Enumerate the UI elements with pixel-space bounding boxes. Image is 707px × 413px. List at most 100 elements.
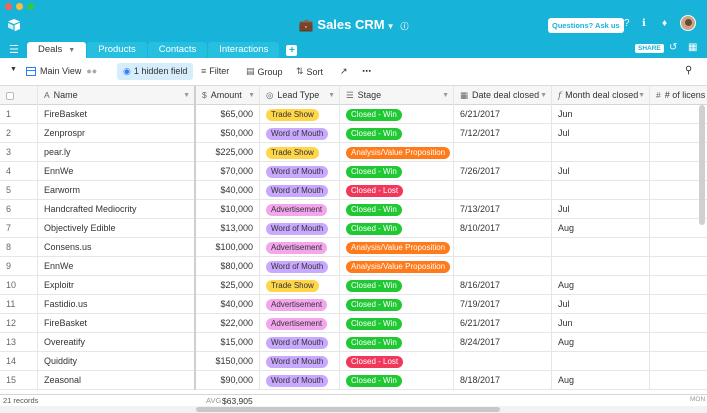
date-closed-cell[interactable]: 7/12/2017 <box>454 124 552 143</box>
stage-cell[interactable]: Closed - Win <box>340 219 454 238</box>
date-closed-cell[interactable]: 6/21/2017 <box>454 314 552 333</box>
sort-button[interactable]: ⇅ Sort <box>296 66 323 77</box>
summary-function[interactable]: AVG <box>206 396 222 405</box>
stage-cell[interactable]: Analysis/Value Proposition <box>340 257 454 276</box>
name-cell[interactable]: pear.ly <box>38 143 196 162</box>
table-row[interactable]: 14 Quiddity $150,000 Word of Mouth Closed - … <box>0 352 707 371</box>
vertical-scrollbar[interactable] <box>699 105 705 225</box>
table-row[interactable]: 15 Zeasonal $90,000 Word of Mouth Closed - W… <box>0 371 707 390</box>
lead-type-cell[interactable]: Word of Mouth <box>260 371 340 390</box>
stage-cell[interactable]: Closed - Win <box>340 333 454 352</box>
zoom-window-button[interactable] <box>27 3 34 10</box>
amount-cell[interactable]: $70,000 <box>196 162 260 181</box>
select-all-cell[interactable] <box>0 86 38 105</box>
lead-type-cell[interactable]: Trade Show <box>260 105 340 124</box>
tab-contacts[interactable]: Contacts <box>147 42 208 58</box>
select-all-checkbox[interactable] <box>6 91 14 100</box>
group-button[interactable]: ▤ Group <box>246 66 283 77</box>
table-row[interactable]: 7 Objectively Edible $13,000 Word of Mouth C… <box>0 219 707 238</box>
lead-type-cell[interactable]: Advertisement <box>260 295 340 314</box>
help-button[interactable]: Questions? Ask us <box>548 18 624 33</box>
lead-type-cell[interactable]: Advertisement <box>260 238 340 257</box>
amount-cell[interactable]: $225,000 <box>196 143 260 162</box>
date-closed-cell[interactable]: 8/16/2017 <box>454 276 552 295</box>
stage-cell[interactable]: Closed - Win <box>340 295 454 314</box>
help-icon[interactable]: ? <box>624 18 630 29</box>
scrollbar-thumb[interactable] <box>196 407 500 412</box>
amount-cell[interactable]: $65,000 <box>196 105 260 124</box>
lead-type-cell[interactable]: Advertisement <box>260 200 340 219</box>
licenses-cell[interactable] <box>650 333 707 352</box>
column-header-name[interactable]: A Name ▼ <box>38 86 196 105</box>
lead-type-cell[interactable]: Advertisement <box>260 314 340 333</box>
name-cell[interactable]: Overeatify <box>38 333 196 352</box>
date-closed-cell[interactable] <box>454 143 552 162</box>
chevron-down-icon[interactable]: ▼ <box>183 92 190 99</box>
stage-cell[interactable]: Closed - Win <box>340 105 454 124</box>
name-cell[interactable]: Exploitr <box>38 276 196 295</box>
column-header-date-closed[interactable]: ▦ Date deal closed ▼ <box>454 86 552 105</box>
name-cell[interactable]: Consens.us <box>38 238 196 257</box>
lead-type-cell[interactable]: Word of Mouth <box>260 257 340 276</box>
column-header-month-closed[interactable]: f Month deal closed ▼ <box>552 86 650 105</box>
name-cell[interactable]: Handcrafted Mediocrity <box>38 200 196 219</box>
share-button[interactable]: SHARE <box>635 44 664 53</box>
name-cell[interactable]: Zeasonal <box>38 371 196 390</box>
table-row[interactable]: 10 Exploitr $25,000 Trade Show Closed - Win 8… <box>0 276 707 295</box>
date-closed-cell[interactable]: 7/13/2017 <box>454 200 552 219</box>
table-row[interactable]: 9 EnnWe $80,000 Word of Mouth Analysis/Value… <box>0 257 707 276</box>
column-header-licenses[interactable]: # # of licens <box>650 86 707 105</box>
lead-type-cell[interactable]: Word of Mouth <box>260 181 340 200</box>
licenses-cell[interactable] <box>650 238 707 257</box>
tab-deals[interactable]: Deals ▼ <box>27 42 87 58</box>
table-row[interactable]: 5 Earworm $40,000 Word of Mouth Closed - Los… <box>0 181 707 200</box>
licenses-cell[interactable] <box>650 314 707 333</box>
info-icon[interactable]: ⓘ <box>400 22 409 31</box>
date-closed-cell[interactable]: 8/18/2017 <box>454 371 552 390</box>
lead-type-cell[interactable]: Word of Mouth <box>260 352 340 371</box>
share-view-icon[interactable]: ↗ <box>340 66 348 76</box>
lead-type-cell[interactable]: Trade Show <box>260 276 340 295</box>
licenses-cell[interactable] <box>650 352 707 371</box>
stage-cell[interactable]: Closed - Lost <box>340 352 454 371</box>
amount-cell[interactable]: $90,000 <box>196 371 260 390</box>
base-title[interactable]: 💼 Sales CRM ▼ ⓘ <box>0 17 707 32</box>
name-cell[interactable]: Earworm <box>38 181 196 200</box>
table-row[interactable]: 4 EnnWe $70,000 Word of Mouth Closed - Win 7/… <box>0 162 707 181</box>
chevron-down-icon[interactable]: ▼ <box>248 92 255 99</box>
more-options-icon[interactable]: ⋯ <box>362 66 371 76</box>
blocks-icon[interactable]: ▦ <box>688 42 698 53</box>
stage-cell[interactable]: Closed - Win <box>340 276 454 295</box>
summary-function-right[interactable]: MON <box>690 396 706 403</box>
minimize-window-button[interactable] <box>16 3 23 10</box>
chevron-down-icon[interactable]: ▼ <box>540 92 547 99</box>
lead-type-cell[interactable]: Word of Mouth <box>260 219 340 238</box>
amount-cell[interactable]: $22,000 <box>196 314 260 333</box>
notifications-icon[interactable]: ℹ <box>642 18 646 29</box>
name-cell[interactable]: EnnWe <box>38 162 196 181</box>
name-cell[interactable]: Zenprospr <box>38 124 196 143</box>
amount-cell[interactable]: $40,000 <box>196 295 260 314</box>
table-row[interactable]: 11 Fastidio.us $40,000 Advertisement Closed … <box>0 295 707 314</box>
stage-cell[interactable]: Closed - Win <box>340 371 454 390</box>
date-closed-cell[interactable] <box>454 238 552 257</box>
add-table-icon[interactable]: + <box>286 45 298 56</box>
column-header-stage[interactable]: ☰ Stage ▼ <box>340 86 454 105</box>
amount-cell[interactable]: $150,000 <box>196 352 260 371</box>
amount-cell[interactable]: $50,000 <box>196 124 260 143</box>
date-closed-cell[interactable] <box>454 181 552 200</box>
lead-type-cell[interactable]: Word of Mouth <box>260 333 340 352</box>
search-icon[interactable]: ⚲ <box>685 65 693 76</box>
licenses-cell[interactable] <box>650 295 707 314</box>
close-window-button[interactable] <box>5 3 12 10</box>
amount-cell[interactable]: $15,000 <box>196 333 260 352</box>
licenses-cell[interactable] <box>650 257 707 276</box>
amount-cell[interactable]: $25,000 <box>196 276 260 295</box>
table-row[interactable]: 6 Handcrafted Mediocrity $10,000 Advertisem… <box>0 200 707 219</box>
amount-cell[interactable]: $13,000 <box>196 219 260 238</box>
hidden-fields-button[interactable]: ◉ 1 hidden field <box>117 63 194 80</box>
filter-button[interactable]: ≡ Filter <box>201 66 229 76</box>
lead-type-cell[interactable]: Trade Show <box>260 143 340 162</box>
licenses-cell[interactable] <box>650 276 707 295</box>
horizontal-scrollbar[interactable] <box>0 406 707 413</box>
